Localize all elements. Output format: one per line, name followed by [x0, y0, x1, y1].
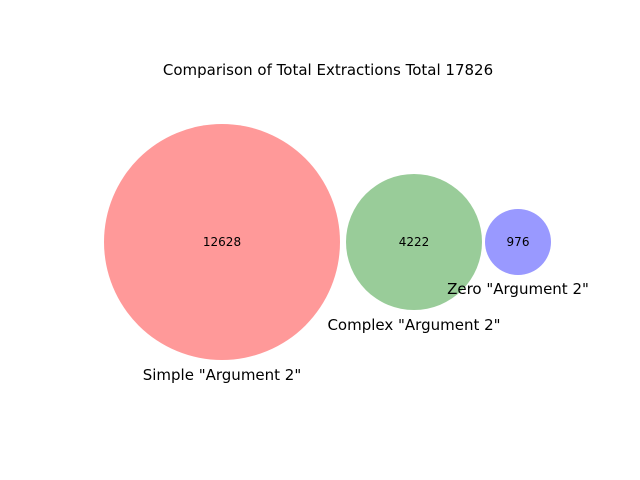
- chart-title: Comparison of Total Extractions Total 17…: [163, 61, 493, 79]
- complex-argument-2-value: 4222: [399, 235, 430, 249]
- simple-argument-2-circle: [104, 124, 340, 360]
- zero-argument-2-value: 976: [507, 235, 530, 249]
- simple-argument-2-value: 12628: [203, 235, 241, 249]
- zero-argument-2-circle: [485, 209, 551, 275]
- simple-argument-2-label: Simple "Argument 2": [143, 366, 302, 384]
- complex-argument-2-label: Complex "Argument 2": [327, 316, 500, 334]
- complex-argument-2-circle: [346, 174, 482, 310]
- zero-argument-2-label: Zero "Argument 2": [447, 280, 589, 298]
